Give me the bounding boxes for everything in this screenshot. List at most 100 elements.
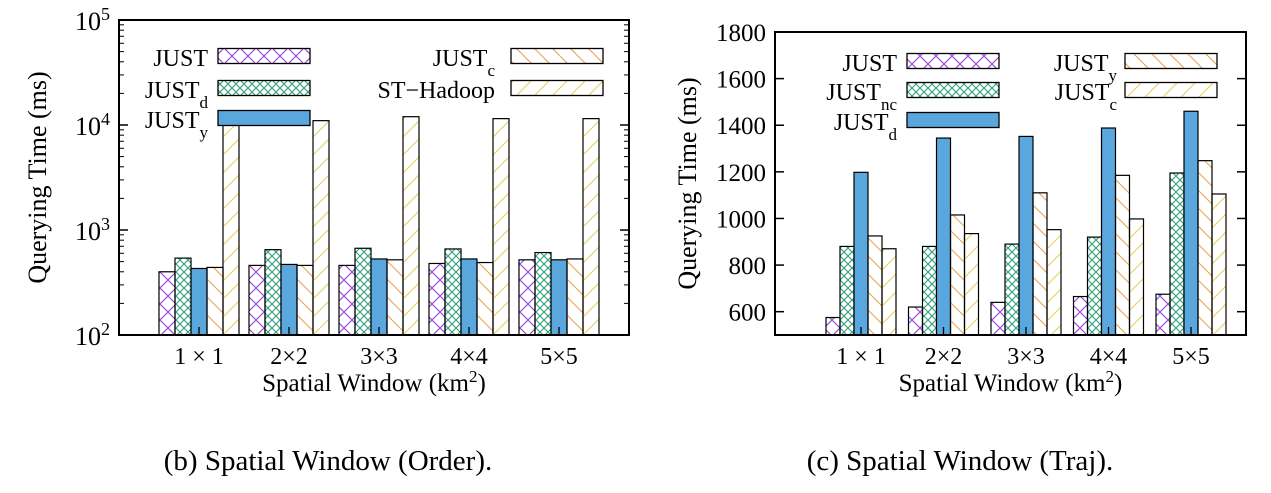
traj-chart: 600 800 1000 1200 1400 1600 1800 1 × 1 2×2 3×3 4×4… <box>673 20 1247 398</box>
x-tick-label-0-1: 2×2 <box>270 344 308 370</box>
legend-swatch-1-2 <box>906 111 1000 129</box>
bar-1-s2-c1 <box>935 137 952 336</box>
order-chart: 102 103 104 105 1 × 1 2×2 3×3 4×4 5×5 Spatial Win… <box>23 4 630 398</box>
bar-1-s3-c0 <box>867 235 883 336</box>
caption-traj: (c) Spatial Window (Traj). <box>807 445 1114 477</box>
legend-swatch-0-2 <box>217 109 311 127</box>
legend-label-0-2: JUSTy <box>145 108 209 142</box>
y-tick-label-0-3: 105 <box>75 4 110 36</box>
x-tick-label-1-4: 5×5 <box>1172 344 1210 370</box>
x-axis-label-1: Spatial Window (km2) <box>899 367 1123 398</box>
bar-1-s2-c0 <box>853 171 869 336</box>
legend-label-1-2: JUSTd <box>834 110 898 144</box>
y-axis-label-0: Querying Time (ms) <box>23 71 52 283</box>
plot-frame-1 <box>774 31 1247 336</box>
bar-1-s2-c3 <box>1100 127 1117 336</box>
bar-1-s4-c1 <box>963 233 980 336</box>
x-tick-label-1-3: 4×4 <box>1090 344 1128 370</box>
legend-swatch-0-4 <box>510 79 604 97</box>
legend-label-1-0: JUST <box>842 51 897 77</box>
legend-swatch-1-0 <box>906 52 1000 70</box>
caption-order: (b) Spatial Window (Order). <box>164 445 493 477</box>
y-tick-label-0-1: 103 <box>75 214 110 246</box>
bar-0-s1-c1 <box>264 249 282 336</box>
legend-label-0-0: JUST <box>153 46 208 72</box>
bar-0-s2-c1 <box>280 263 298 336</box>
bar-0-s0-c3 <box>428 262 446 336</box>
x-tick-label-0-0: 1 × 1 <box>174 344 224 370</box>
legend-label-0-3: JUSTc <box>433 46 496 80</box>
y-tick-label-0-2: 104 <box>75 109 110 141</box>
bar-0-s3-c0 <box>206 266 224 336</box>
bar-0-s4-c3 <box>492 118 510 336</box>
bar-0-s1-c2 <box>354 247 372 336</box>
bar-1-s4-c4 <box>1211 193 1227 336</box>
legend-swatch-1-1 <box>906 81 1000 99</box>
bar-1-s1-c2 <box>1004 243 1020 336</box>
bar-0-s0-c4 <box>518 259 536 336</box>
legend-swatch-0-1 <box>217 79 311 97</box>
bar-1-s4-c2 <box>1046 229 1062 336</box>
bar-0-s3-c2 <box>386 259 404 336</box>
bar-1-s3-c1 <box>949 214 966 336</box>
bar-1-s0-c0 <box>825 316 841 336</box>
legend-label-1-3: JUSTy <box>1054 51 1118 85</box>
x-tick-label-1-0: 1 × 1 <box>836 344 886 370</box>
bar-0-s0-c0 <box>158 271 176 336</box>
x-tick-label-0-4: 5×5 <box>540 344 578 370</box>
bar-0-s3-c1 <box>296 264 314 336</box>
bar-0-s2-c2 <box>370 258 388 336</box>
bar-0-s4-c4 <box>582 118 600 336</box>
bar-0-s2-c0 <box>190 267 208 336</box>
y-tick-label-1-0: 600 <box>729 300 767 327</box>
bar-0-s0-c1 <box>248 264 266 336</box>
legend-swatch-0-3 <box>510 47 604 65</box>
y-tick-label-1-5: 1600 <box>716 67 766 94</box>
bar-0-s1-c4 <box>534 251 552 336</box>
legend-swatch-1-4 <box>1124 81 1218 99</box>
legend-label-0-4: ST−Hadoop <box>377 78 495 104</box>
bar-0-s4-c0 <box>222 118 240 336</box>
bar-1-s1-c4 <box>1169 172 1185 336</box>
y-tick-label-1-4: 1400 <box>716 113 766 140</box>
legend-label-1-1: JUSTnc <box>826 80 897 114</box>
bar-1-s4-c3 <box>1128 218 1145 336</box>
legend-swatch-0-0 <box>217 47 311 65</box>
y-tick-label-1-2: 1000 <box>716 206 766 233</box>
bar-1-s3-c3 <box>1114 174 1131 336</box>
bar-1-s3-c2 <box>1032 192 1048 336</box>
y-axis-label-1: Querying Time (ms) <box>673 77 702 289</box>
y-tick-label-1-3: 1200 <box>716 160 766 187</box>
x-tick-label-1-2: 3×3 <box>1007 344 1045 370</box>
x-axis-label-0: Spatial Window (km2) <box>262 367 486 398</box>
bar-0-s1-c3 <box>444 248 462 336</box>
x-tick-label-1-1: 2×2 <box>925 344 963 370</box>
plot-frame-0 <box>118 19 630 336</box>
bar-1-s3-c4 <box>1197 160 1213 336</box>
bar-1-s2-c2 <box>1018 135 1034 336</box>
bar-0-s4-c2 <box>402 116 420 336</box>
bar-0-s3-c4 <box>566 258 584 336</box>
y-tick-label-1-1: 800 <box>729 253 767 280</box>
y-tick-label-1-6: 1800 <box>716 20 766 47</box>
y-tick-label-0-0: 102 <box>75 319 110 351</box>
bar-1-s1-c0 <box>839 245 855 336</box>
bar-1-s1-c1 <box>921 245 938 336</box>
bar-0-s4-c1 <box>312 120 330 336</box>
legend-label-0-1: JUSTd <box>145 78 209 112</box>
bar-0-s3-c3 <box>476 261 494 336</box>
bar-0-s1-c0 <box>174 257 192 336</box>
bar-1-s4-c0 <box>881 248 897 336</box>
x-tick-label-0-3: 4×4 <box>450 344 488 370</box>
bar-1-s0-c2 <box>990 301 1006 336</box>
bar-1-s0-c4 <box>1155 293 1171 336</box>
bar-1-s2-c4 <box>1183 110 1199 336</box>
bar-0-s2-c4 <box>550 259 568 336</box>
x-tick-label-0-2: 3×3 <box>360 344 398 370</box>
bar-0-s2-c3 <box>460 258 478 336</box>
legend-swatch-1-3 <box>1124 52 1218 70</box>
legend-label-1-4: JUSTc <box>1055 80 1118 114</box>
